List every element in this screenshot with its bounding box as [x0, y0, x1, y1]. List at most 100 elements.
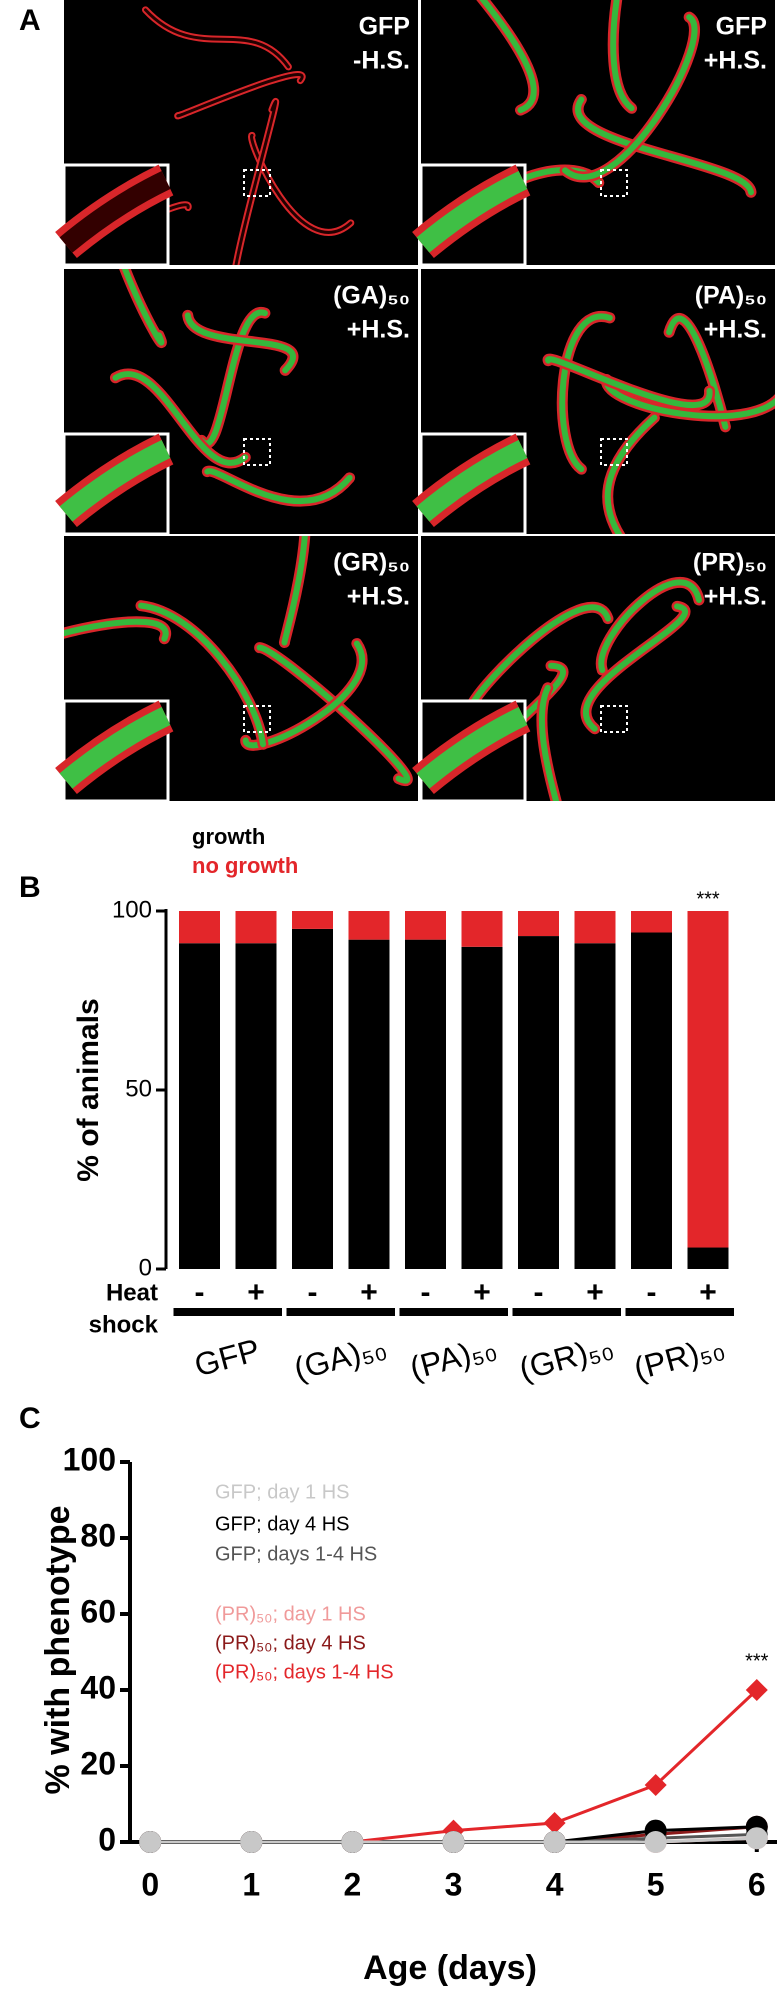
group-label: (PR)₅₀: [630, 1328, 728, 1387]
marker: [442, 1831, 465, 1853]
micrograph-label: (GA)₅₀: [333, 282, 410, 310]
x-tick-label: -: [421, 1276, 431, 1309]
annotation: ***: [745, 1650, 769, 1672]
worm-core: [604, 414, 658, 534]
group-label: (PA)₅₀: [406, 1329, 500, 1386]
bar-segment: [348, 911, 390, 940]
x-tick-label: +: [699, 1276, 717, 1309]
worm-core: [545, 356, 713, 408]
x-tick-label: -: [195, 1276, 205, 1309]
micrograph-label: GFP: [716, 13, 767, 41]
worms: [64, 6, 355, 265]
panel-label: A: [19, 4, 41, 37]
inset-worm-core: [416, 170, 528, 253]
worm-core: [112, 371, 249, 466]
worm-core: [64, 618, 169, 642]
micrograph: GFP -H.S.: [55, 0, 418, 267]
panel-label: B: [19, 871, 41, 904]
bar-segment: [179, 943, 220, 1269]
marker: [139, 1831, 162, 1853]
legend-label: no growth: [192, 853, 298, 878]
inset-marker: [600, 438, 628, 466]
y-tick-label: 80: [80, 1517, 116, 1553]
x-tick-label: 2: [344, 1866, 362, 1902]
bar-segment: [574, 911, 616, 944]
bar-segment: [292, 928, 333, 1269]
inset-worm-core: [416, 439, 528, 522]
worms: [464, 577, 705, 801]
legend-label: (PR)₅₀; days 1-4 HS: [215, 1661, 394, 1683]
y-tick-label: 0: [139, 1254, 152, 1281]
legend-label: GFP; day 1 HS: [215, 1481, 350, 1503]
micrograph: (GR)₅₀ +H.S.: [55, 536, 418, 803]
bar-segment: [631, 932, 672, 1269]
bar-segment: [235, 943, 277, 1269]
bar-segment: [574, 943, 616, 1269]
legend-label: GFP; days 1-4 HS: [215, 1543, 377, 1565]
marker: [543, 1812, 566, 1834]
worm-core: [250, 133, 353, 234]
marker: [745, 1827, 768, 1850]
worm-core: [143, 8, 290, 69]
y-axis-label: % of animals: [72, 998, 105, 1181]
micrograph: (PR)₅₀ +H.S.: [412, 536, 775, 803]
x-tick-label: 4: [546, 1866, 564, 1902]
worm-core: [583, 603, 689, 732]
micrograph-condition: +H.S.: [347, 583, 410, 611]
worms: [542, 310, 775, 534]
marker: [644, 1831, 667, 1853]
micrograph-condition: -H.S.: [353, 47, 410, 75]
x-tick-label: -: [534, 1276, 544, 1309]
worm-core: [121, 269, 165, 346]
worm-core: [198, 309, 268, 447]
inset-worm-core: [416, 706, 528, 789]
micrograph: (GA)₅₀ +H.S.: [55, 269, 418, 536]
x-tick-label: 5: [647, 1866, 665, 1902]
bar-segment: [461, 911, 503, 947]
y-tick-label: 100: [112, 896, 152, 923]
worm-core: [479, 0, 537, 114]
x-tick-label: -: [647, 1276, 657, 1309]
inset-marker: [243, 169, 271, 197]
group-label: (GR)₅₀: [515, 1328, 617, 1387]
y-tick-label: 20: [80, 1745, 116, 1781]
micrograph-label: (GR)₅₀: [333, 549, 410, 577]
micrograph-condition: +H.S.: [347, 316, 410, 344]
micrograph: GFP +H.S.: [412, 0, 775, 267]
micrograph: (PA)₅₀ +H.S.: [412, 269, 775, 536]
y-tick-label: 60: [80, 1593, 116, 1629]
group-label: (GA)₅₀: [290, 1328, 390, 1387]
bar-segment: [292, 911, 333, 929]
worm-core: [538, 684, 560, 801]
worm-core: [575, 96, 754, 196]
group-label: GFP: [191, 1332, 264, 1384]
bar-segment: [687, 1247, 729, 1269]
x-tick-label: 6: [748, 1866, 766, 1902]
y-tick-label: 40: [80, 1669, 116, 1705]
worm-core: [281, 536, 308, 646]
x-axis-label: Age (days): [363, 1949, 537, 1987]
worms: [64, 536, 413, 787]
y-tick-label: 100: [63, 1441, 116, 1477]
bar-segment: [687, 911, 729, 1248]
worm-core: [242, 640, 365, 749]
micrograph-condition: +H.S.: [704, 316, 767, 344]
x-tick-label: -: [308, 1276, 318, 1309]
bar-segment: [518, 911, 559, 937]
legend-label: (PR)₅₀; day 4 HS: [215, 1632, 366, 1654]
x-tick-label: 3: [445, 1866, 463, 1902]
worm-core: [234, 99, 278, 265]
worm-core: [138, 602, 267, 748]
worm-core: [176, 73, 304, 118]
worm-core: [598, 579, 702, 674]
marker: [240, 1831, 263, 1853]
y-tick-label: 50: [125, 1075, 152, 1102]
legend-label: GFP; day 4 HS: [215, 1513, 350, 1535]
marker: [644, 1774, 667, 1796]
marker: [543, 1831, 566, 1853]
worm-core: [204, 468, 353, 504]
x-tick-label: 1: [242, 1866, 260, 1902]
micrograph-condition: +H.S.: [704, 47, 767, 75]
